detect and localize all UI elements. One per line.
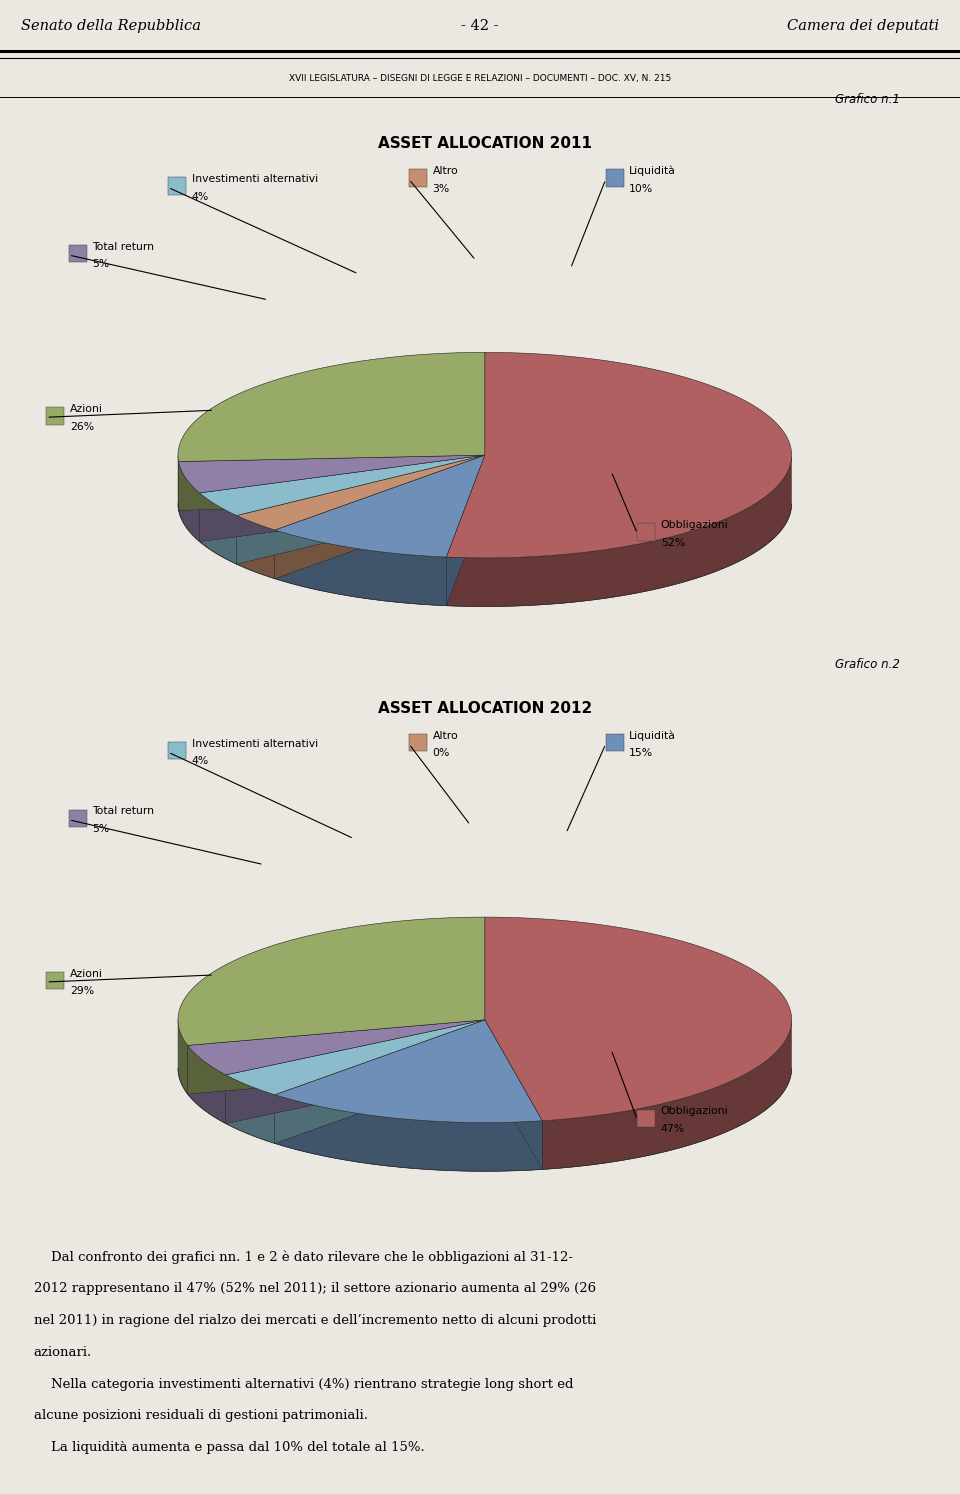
Polygon shape	[275, 456, 485, 578]
Polygon shape	[226, 1074, 275, 1143]
Text: Azioni: Azioni	[70, 968, 103, 979]
Polygon shape	[236, 456, 485, 565]
Bar	[606, 169, 624, 187]
Text: Altro: Altro	[432, 731, 458, 741]
Text: La liquidità aumenta e passa dal 10% del totale al 15%.: La liquidità aumenta e passa dal 10% del…	[34, 1442, 424, 1454]
Polygon shape	[275, 1020, 542, 1122]
Text: Azioni: Azioni	[70, 403, 103, 414]
Polygon shape	[187, 1046, 226, 1123]
Polygon shape	[179, 456, 485, 511]
Polygon shape	[446, 456, 485, 605]
Text: 0%: 0%	[432, 748, 450, 759]
Polygon shape	[446, 456, 485, 605]
Text: Investimenti alternativi: Investimenti alternativi	[191, 738, 318, 748]
Bar	[69, 245, 86, 263]
Text: - 42 -: - 42 -	[461, 19, 499, 33]
Text: alcune posizioni residuali di gestioni patrimoniali.: alcune posizioni residuali di gestioni p…	[34, 1409, 368, 1422]
Bar	[409, 734, 427, 751]
Bar	[168, 743, 186, 759]
Text: Total return: Total return	[92, 242, 155, 251]
Polygon shape	[275, 456, 485, 557]
Polygon shape	[275, 530, 446, 605]
Text: Liquidità: Liquidità	[629, 166, 676, 176]
Text: Camera dei deputati: Camera dei deputati	[787, 19, 939, 33]
Polygon shape	[179, 456, 485, 511]
Bar	[168, 178, 186, 194]
Bar	[637, 1110, 656, 1126]
Polygon shape	[187, 1020, 485, 1094]
Polygon shape	[226, 1020, 485, 1123]
Polygon shape	[275, 1020, 485, 1143]
Text: 5%: 5%	[92, 825, 109, 834]
Text: 26%: 26%	[70, 421, 94, 432]
Text: Obbligazioni: Obbligazioni	[660, 520, 729, 530]
Polygon shape	[446, 457, 792, 607]
Text: azionari.: azionari.	[34, 1346, 92, 1358]
Text: 5%: 5%	[92, 260, 109, 269]
Bar	[46, 408, 64, 424]
Polygon shape	[485, 917, 792, 1120]
Text: 52%: 52%	[660, 538, 684, 548]
Text: Grafico n.1: Grafico n.1	[835, 93, 900, 106]
Polygon shape	[226, 1020, 485, 1123]
Bar	[409, 169, 427, 187]
Text: Nella categoria investimenti alternativi (4%) rientrano strategie long short ed: Nella categoria investimenti alternativi…	[34, 1377, 573, 1391]
Polygon shape	[178, 1020, 187, 1094]
Text: Liquidità: Liquidità	[629, 731, 676, 741]
Polygon shape	[485, 1020, 542, 1170]
Text: nel 2011) in ragione del rialzo dei mercati e dell’incremento netto di alcuni pr: nel 2011) in ragione del rialzo dei merc…	[34, 1313, 596, 1327]
Polygon shape	[178, 917, 485, 1046]
Text: Total return: Total return	[92, 807, 155, 816]
Text: Altro: Altro	[432, 166, 458, 176]
Text: 10%: 10%	[629, 184, 654, 194]
Text: 4%: 4%	[191, 756, 208, 766]
Bar	[46, 973, 64, 989]
Polygon shape	[446, 353, 792, 557]
Polygon shape	[275, 1020, 485, 1143]
Polygon shape	[200, 456, 485, 542]
Polygon shape	[236, 456, 485, 565]
Bar	[69, 810, 86, 828]
Bar	[637, 523, 656, 541]
Polygon shape	[226, 1020, 485, 1095]
Polygon shape	[200, 456, 485, 542]
Text: ASSET ALLOCATION 2011: ASSET ALLOCATION 2011	[378, 136, 591, 151]
Text: 3%: 3%	[432, 184, 449, 194]
Polygon shape	[542, 1022, 792, 1170]
Text: 47%: 47%	[660, 1123, 684, 1134]
Polygon shape	[179, 456, 485, 493]
Text: XVII LEGISLATURA – DISEGNI DI LEGGE E RELAZIONI – DOCUMENTI – DOC. XV, N. 215: XVII LEGISLATURA – DISEGNI DI LEGGE E RE…	[289, 73, 671, 84]
Polygon shape	[200, 456, 485, 515]
Polygon shape	[275, 1095, 542, 1171]
Text: Obbligazioni: Obbligazioni	[660, 1107, 729, 1116]
Polygon shape	[275, 456, 485, 578]
Polygon shape	[179, 462, 200, 542]
Text: ASSET ALLOCATION 2012: ASSET ALLOCATION 2012	[377, 701, 592, 716]
Text: 15%: 15%	[629, 748, 654, 759]
Polygon shape	[178, 353, 485, 462]
Text: Senato della Repubblica: Senato della Repubblica	[21, 19, 202, 33]
Polygon shape	[200, 493, 236, 565]
Polygon shape	[187, 1020, 485, 1074]
Text: 29%: 29%	[70, 986, 94, 996]
Text: Dal confronto dei grafici nn. 1 e 2 è dato rilevare che le obbligazioni al 31-12: Dal confronto dei grafici nn. 1 e 2 è da…	[34, 1250, 572, 1264]
Bar	[606, 734, 624, 751]
Text: 4%: 4%	[191, 191, 208, 202]
Polygon shape	[485, 1020, 542, 1170]
Text: Grafico n.2: Grafico n.2	[835, 657, 900, 671]
Text: 2012 rappresentano il 47% (52% nel 2011); il settore azionario aumenta al 29% (2: 2012 rappresentano il 47% (52% nel 2011)…	[34, 1282, 596, 1295]
Polygon shape	[187, 1020, 485, 1094]
Polygon shape	[236, 515, 275, 578]
Polygon shape	[236, 456, 485, 530]
Text: Investimenti alternativi: Investimenti alternativi	[191, 173, 318, 184]
